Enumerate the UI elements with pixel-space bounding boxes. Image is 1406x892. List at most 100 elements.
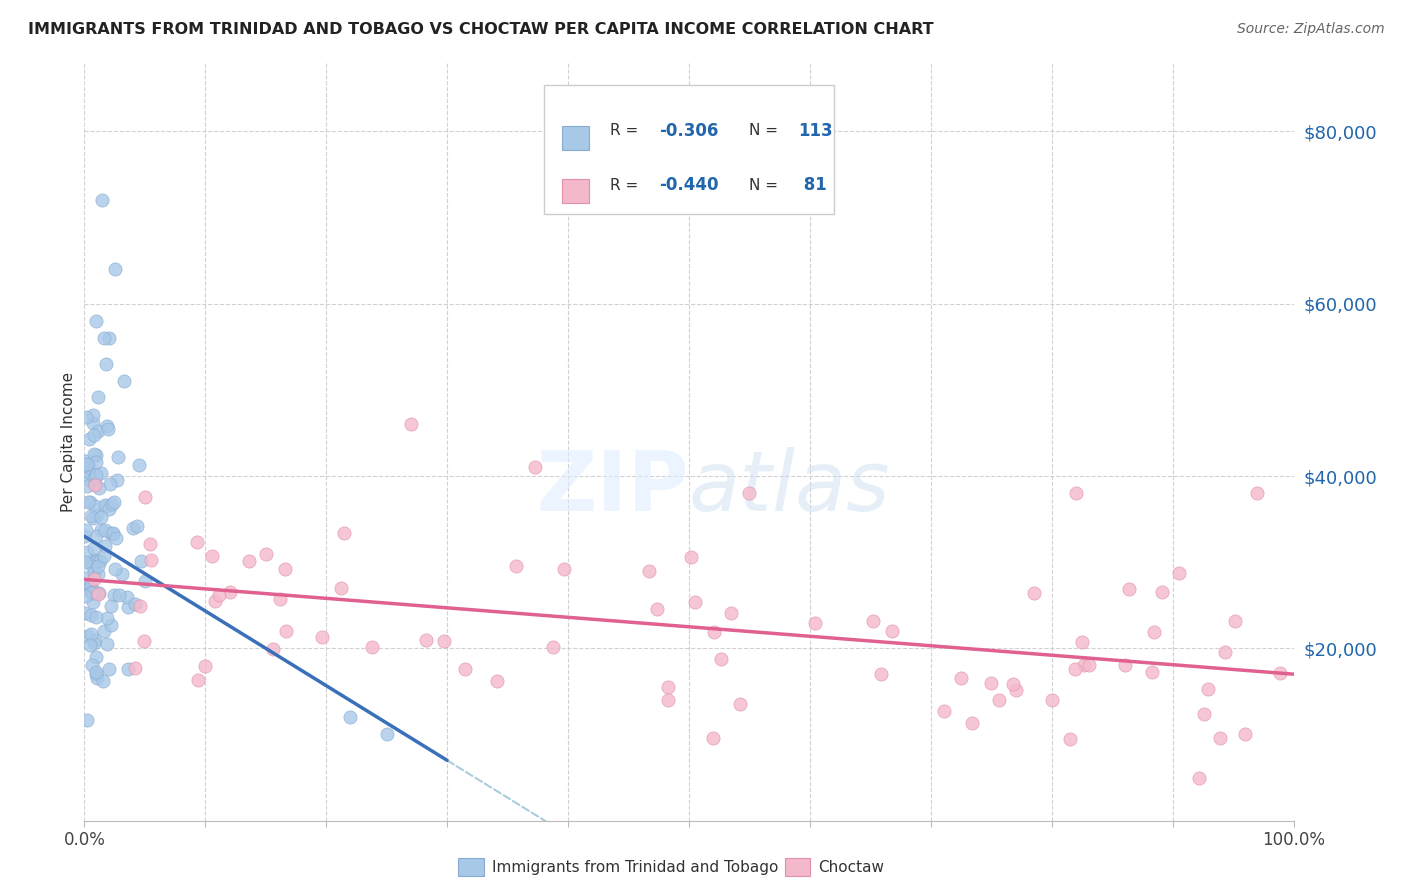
Point (82, 586, 104, 600)
Point (862, 614, 884, 628)
Point (96, 611, 118, 625)
Point (637, 564, 659, 578)
Point (77, 465, 100, 479)
Point (679, 550, 702, 565)
Point (90, 523, 112, 537)
Point (1064, 486, 1087, 500)
Point (75, 555, 97, 569)
Point (128, 599, 150, 613)
Text: N =: N = (749, 123, 783, 138)
Point (77, 630, 100, 644)
Point (104, 262, 127, 277)
Point (87, 559, 110, 574)
Point (84, 665, 107, 680)
Point (1142, 665, 1164, 679)
Point (79, 495, 101, 509)
Point (117, 662, 139, 676)
Point (194, 659, 217, 673)
Point (399, 417, 422, 432)
Point (97, 501, 120, 516)
Point (703, 624, 725, 639)
Point (76, 495, 98, 509)
Point (86, 650, 108, 665)
Point (100, 618, 122, 632)
Point (710, 651, 733, 665)
Point (103, 495, 125, 509)
Point (80, 658, 103, 673)
Text: Immigrants from Trinidad and Tobago: Immigrants from Trinidad and Tobago (492, 860, 779, 874)
Point (882, 624, 904, 638)
Point (1192, 707, 1215, 722)
Point (82, 408, 104, 422)
FancyBboxPatch shape (562, 127, 589, 150)
Point (87, 566, 110, 581)
Point (77, 473, 100, 487)
Point (97, 422, 120, 436)
Point (84, 477, 107, 491)
Point (960, 716, 983, 731)
Point (125, 518, 148, 533)
Point (76, 713, 98, 727)
Point (84, 448, 107, 462)
Point (84, 529, 107, 543)
Point (415, 632, 437, 647)
Point (122, 521, 145, 535)
Point (375, 727, 398, 741)
Point (86, 508, 108, 522)
Point (73, 590, 96, 604)
Point (82, 416, 104, 430)
Point (949, 672, 972, 686)
Point (104, 562, 127, 576)
Point (1118, 582, 1140, 597)
Point (1188, 771, 1211, 785)
Point (87, 587, 110, 601)
Point (107, 450, 129, 464)
Text: R =: R = (610, 178, 644, 193)
Point (83, 566, 105, 580)
Point (75, 454, 97, 468)
Text: -0.440: -0.440 (659, 177, 718, 194)
Point (980, 675, 1002, 690)
Point (1064, 663, 1087, 677)
Text: -0.306: -0.306 (659, 121, 718, 140)
Point (77, 460, 100, 475)
Point (76, 478, 98, 492)
Point (111, 567, 134, 582)
Point (75, 571, 97, 585)
Point (553, 562, 575, 576)
Point (76, 545, 98, 559)
Point (100, 599, 122, 614)
Point (218, 585, 240, 599)
Text: IMMIGRANTS FROM TRINIDAD AND TOBAGO VS CHOCTAW PER CAPITA INCOME CORRELATION CHA: IMMIGRANTS FROM TRINIDAD AND TOBAGO VS C… (28, 22, 934, 37)
Point (84, 555, 107, 569)
Point (76, 458, 98, 472)
Point (100, 497, 122, 511)
Point (804, 616, 827, 631)
Point (96, 418, 118, 433)
Point (94, 539, 117, 553)
Text: ZIP: ZIP (537, 447, 689, 527)
Point (1143, 625, 1166, 640)
Point (80, 509, 103, 524)
Point (90, 466, 112, 480)
FancyBboxPatch shape (562, 179, 589, 202)
Point (132, 634, 155, 648)
Text: R =: R = (610, 123, 644, 138)
Text: 113: 113 (797, 121, 832, 140)
Point (87, 586, 110, 600)
Point (1059, 731, 1081, 746)
Point (83, 472, 105, 486)
Y-axis label: Per Capita Income: Per Capita Income (60, 371, 76, 512)
Point (1225, 614, 1247, 628)
Point (702, 731, 724, 746)
Point (107, 588, 129, 602)
Point (139, 537, 162, 551)
Point (86, 667, 108, 681)
Point (1002, 677, 1025, 691)
Point (75, 524, 97, 538)
Point (124, 661, 146, 675)
Point (339, 710, 361, 724)
Point (1024, 586, 1046, 600)
Point (84, 468, 107, 483)
Point (93, 624, 115, 639)
